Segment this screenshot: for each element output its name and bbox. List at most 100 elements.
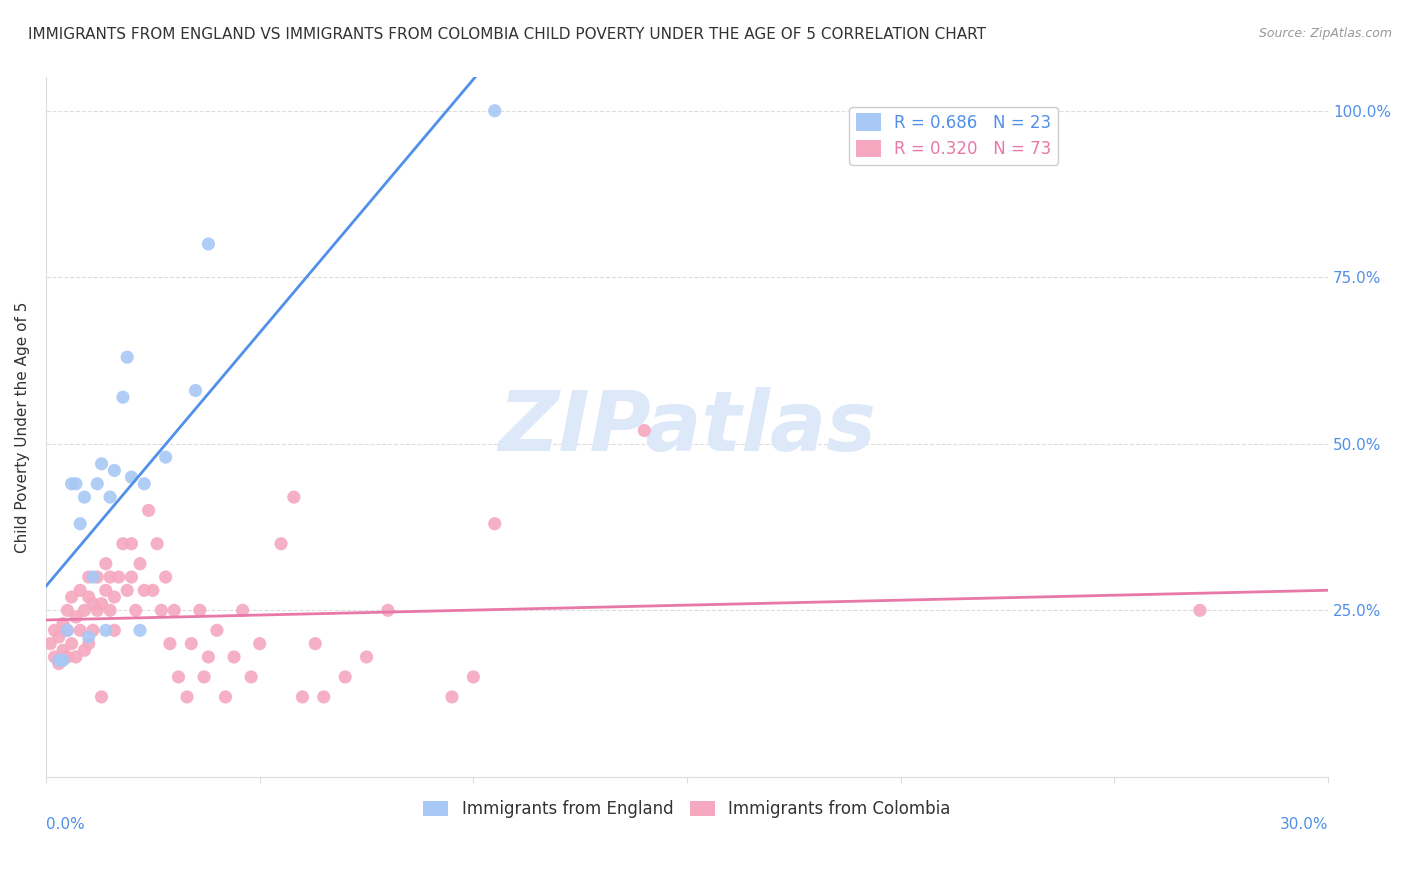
Point [103,463,125,477]
Point [1188,603,1211,617]
Point [120,570,142,584]
Point [134,476,156,491]
Point [48,630,70,644]
Point [94,557,117,571]
Point [111,537,134,551]
Point [77,570,100,584]
Point [159,637,181,651]
Point [44,650,66,665]
Text: IMMIGRANTS FROM ENGLAND VS IMMIGRANTS FROM COLOMBIA CHILD POVERTY UNDER THE AGE : IMMIGRANTS FROM ENGLAND VS IMMIGRANTS FR… [28,27,986,42]
Point [193,670,215,684]
Point [60,637,83,651]
Point [125,603,148,617]
Point [163,603,186,617]
Point [291,690,314,704]
Point [52,653,75,667]
Point [48,657,70,671]
Point [39,637,62,651]
Point [129,557,152,571]
Point [115,583,138,598]
Point [197,237,219,252]
Point [146,537,169,551]
Text: Source: ZipAtlas.com: Source: ZipAtlas.com [1258,27,1392,40]
Point [103,624,125,638]
Point [73,490,96,504]
Point [176,690,198,704]
Point [69,583,91,598]
Point [232,603,254,617]
Point [73,643,96,657]
Point [86,570,108,584]
Point [52,616,75,631]
Point [90,457,112,471]
Point [82,624,104,638]
Point [86,476,108,491]
Point [333,670,356,684]
Point [214,690,236,704]
Point [188,603,211,617]
Point [48,653,70,667]
Y-axis label: Child Poverty Under the Age of 5: Child Poverty Under the Age of 5 [15,301,30,553]
Point [94,624,117,638]
Point [377,603,399,617]
Point [633,424,655,438]
Point [60,590,83,604]
Text: ZIPatlas: ZIPatlas [498,386,876,467]
Point [197,650,219,665]
Point [484,103,506,118]
Point [90,690,112,704]
Point [120,470,142,484]
Point [86,603,108,617]
Point [129,624,152,638]
Point [90,597,112,611]
Point [98,603,121,617]
Point [304,637,326,651]
Point [98,570,121,584]
Text: 30.0%: 30.0% [1279,817,1329,832]
Point [240,670,263,684]
Point [52,643,75,657]
Point [138,503,160,517]
Point [56,603,79,617]
Point [73,603,96,617]
Legend: Immigrants from England, Immigrants from Colombia: Immigrants from England, Immigrants from… [416,793,957,824]
Point [463,670,485,684]
Point [77,630,100,644]
Point [312,690,335,704]
Point [283,490,305,504]
Point [60,476,83,491]
Point [150,603,173,617]
Point [111,390,134,404]
Point [82,570,104,584]
Point [134,583,156,598]
Point [56,650,79,665]
Point [56,624,79,638]
Point [103,590,125,604]
Point [65,650,87,665]
Point [77,590,100,604]
Text: 0.0%: 0.0% [46,817,84,832]
Point [205,624,228,638]
Point [69,624,91,638]
Point [65,610,87,624]
Point [56,624,79,638]
Point [65,476,87,491]
Point [120,537,142,551]
Point [69,516,91,531]
Point [222,650,245,665]
Point [142,583,165,598]
Point [167,670,190,684]
Point [98,490,121,504]
Point [44,624,66,638]
Point [484,516,506,531]
Point [107,570,129,584]
Point [155,570,177,584]
Point [77,637,100,651]
Point [115,350,138,364]
Point [249,637,271,651]
Point [270,537,292,551]
Point [356,650,378,665]
Point [82,597,104,611]
Point [184,384,207,398]
Point [94,583,117,598]
